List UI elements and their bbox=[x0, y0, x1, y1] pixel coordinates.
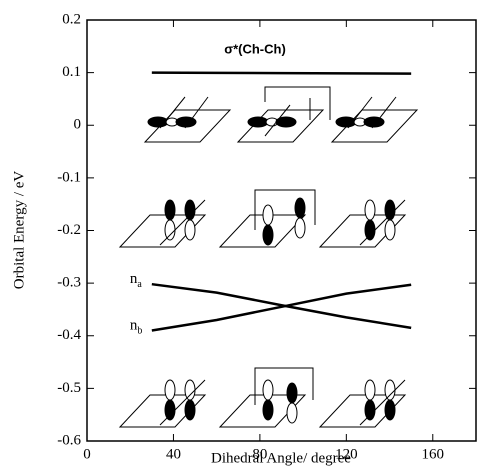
series-label-name: n bbox=[130, 318, 138, 334]
y-tick-label: -0.1 bbox=[57, 169, 81, 185]
y-tick-label: -0.6 bbox=[57, 432, 81, 448]
annotation: σ*(Ch-Ch) bbox=[224, 41, 286, 56]
plot-frame bbox=[86, 19, 477, 442]
y-tick-label: 0.1 bbox=[62, 64, 81, 80]
x-tick-label: 160 bbox=[422, 446, 445, 462]
series-line bbox=[151, 282, 412, 330]
series-line bbox=[151, 71, 412, 75]
y-tick-label: -0.5 bbox=[57, 380, 81, 396]
y-tick-label: -0.4 bbox=[57, 327, 81, 343]
series-label-subscript: b bbox=[137, 326, 142, 337]
x-tick-label: 40 bbox=[166, 446, 181, 462]
y-tick-label: 0.2 bbox=[62, 11, 81, 27]
x-tick-label: 120 bbox=[335, 446, 358, 462]
orbital-diagrams bbox=[119, 86, 418, 428]
series-label: nb bbox=[130, 318, 143, 337]
series-label-name: n bbox=[130, 272, 138, 288]
x-axis-label: Dihedral Angle/ degree bbox=[211, 450, 351, 466]
y-axis-label: Orbital Energy / eV bbox=[11, 171, 27, 290]
series-label: na bbox=[130, 272, 143, 291]
y-tick-label: -0.3 bbox=[57, 275, 81, 291]
x-tick-label: 0 bbox=[83, 446, 91, 462]
x-tick-label: 80 bbox=[252, 446, 267, 462]
series-label-subscript: a bbox=[137, 279, 142, 290]
y-tick-label: -0.2 bbox=[57, 222, 81, 238]
y-tick-label: 0 bbox=[74, 117, 82, 133]
series-line bbox=[151, 283, 412, 332]
